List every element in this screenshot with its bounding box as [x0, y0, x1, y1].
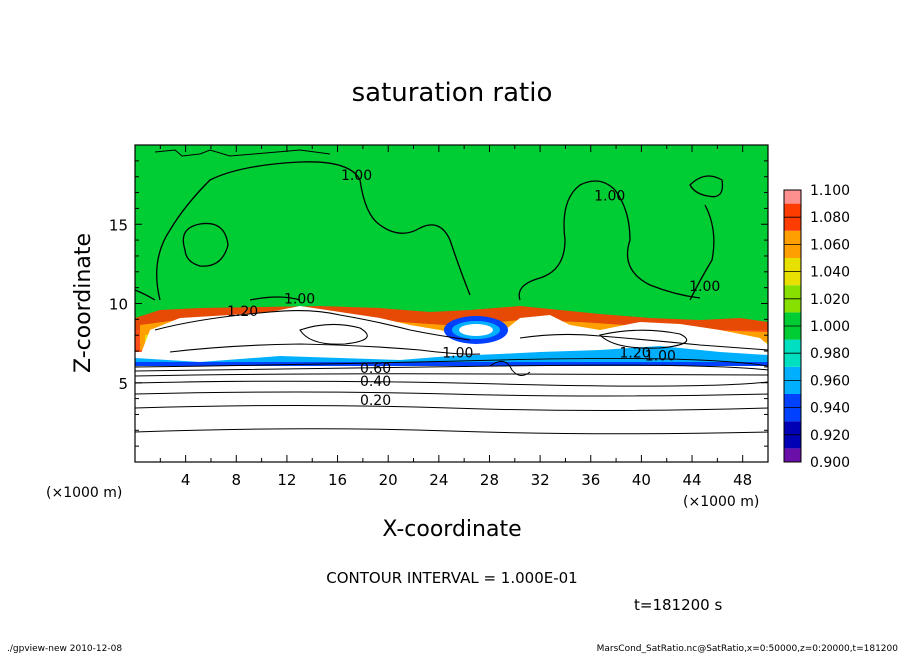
chart-title: saturation ratio — [352, 78, 553, 108]
x-tick-label: 32 — [531, 471, 550, 489]
x-unit-left: (×1000 m) — [46, 485, 122, 501]
y-tick-label: 15 — [109, 216, 128, 234]
contour-label: 1.00 — [341, 168, 372, 184]
time-label: t=181200 s — [634, 596, 722, 614]
x-axis-label: X-coordinate — [382, 517, 521, 542]
x-unit-right: (×1000 m) — [683, 494, 759, 510]
y-axis: 5 10 15 — [109, 160, 768, 447]
y-axis-label: Z-coordinate — [71, 233, 96, 373]
colorbar-label: 1.040 — [810, 265, 850, 281]
contour-label: 1.00 — [594, 188, 625, 204]
contour-label: 0.20 — [360, 393, 391, 409]
colorbar-label: 1.060 — [810, 237, 850, 253]
x-tick-label: 24 — [429, 471, 448, 489]
x-tick-label: 8 — [232, 471, 242, 489]
colorbar-label: 0.980 — [810, 346, 850, 362]
colorbar-swatch — [784, 448, 801, 462]
y-tick-label: 5 — [118, 375, 128, 393]
contour-label: 0.60 — [360, 361, 391, 377]
x-tick-label: 4 — [181, 471, 191, 489]
colorbar-label: 0.920 — [810, 428, 850, 444]
x-tick-label: 20 — [379, 471, 398, 489]
x-tick-label: 44 — [682, 471, 701, 489]
contour-label: 1.00 — [284, 292, 315, 308]
contour-label: 1.20 — [227, 304, 258, 320]
plot-area — [134, 144, 769, 463]
contour-label: 1.00 — [689, 279, 720, 295]
colorbar-swatch — [784, 190, 801, 204]
x-tick-label: 12 — [277, 471, 296, 489]
footer-right: MarsCond_SatRatio.nc@SatRatio,x=0:50000,… — [597, 644, 899, 654]
colorbar: 0.900 0.920 0.940 0.960 0.980 1.000 1.020 1.040… — [783, 183, 850, 471]
colorbar-label: 0.900 — [810, 455, 850, 471]
contour-interval: CONTOUR INTERVAL = 1.000E-01 — [326, 569, 577, 587]
x-tick-label: 16 — [328, 471, 347, 489]
colorbar-label: 0.960 — [810, 373, 850, 389]
y-tick-label: 10 — [109, 296, 128, 314]
contour-label: 1.20 — [619, 345, 650, 361]
x-tick-label: 40 — [632, 471, 651, 489]
colorbar-label: 1.100 — [810, 183, 850, 199]
contour-label: 1.00 — [442, 345, 473, 361]
contour-label: 1.00 — [645, 349, 676, 365]
footer-left: ./gpview-new 2010-12-08 — [7, 644, 122, 654]
colorbar-label: 1.080 — [810, 210, 850, 226]
contour-labels: 0.200.400.601.001.001.001.00 1.201.001.20… — [227, 168, 720, 409]
colorbar-label: 1.020 — [810, 292, 850, 308]
x-tick-label: 28 — [480, 471, 499, 489]
colorbar-label: 1.000 — [810, 319, 850, 335]
colorbar-label: 0.940 — [810, 401, 850, 417]
x-tick-label: 48 — [733, 471, 752, 489]
contour-label: 0.40 — [360, 374, 391, 390]
x-axis: 4 8 12 16 20 24 28 32 36 40 44 48 — [159, 145, 752, 489]
x-tick-label: 36 — [581, 471, 600, 489]
